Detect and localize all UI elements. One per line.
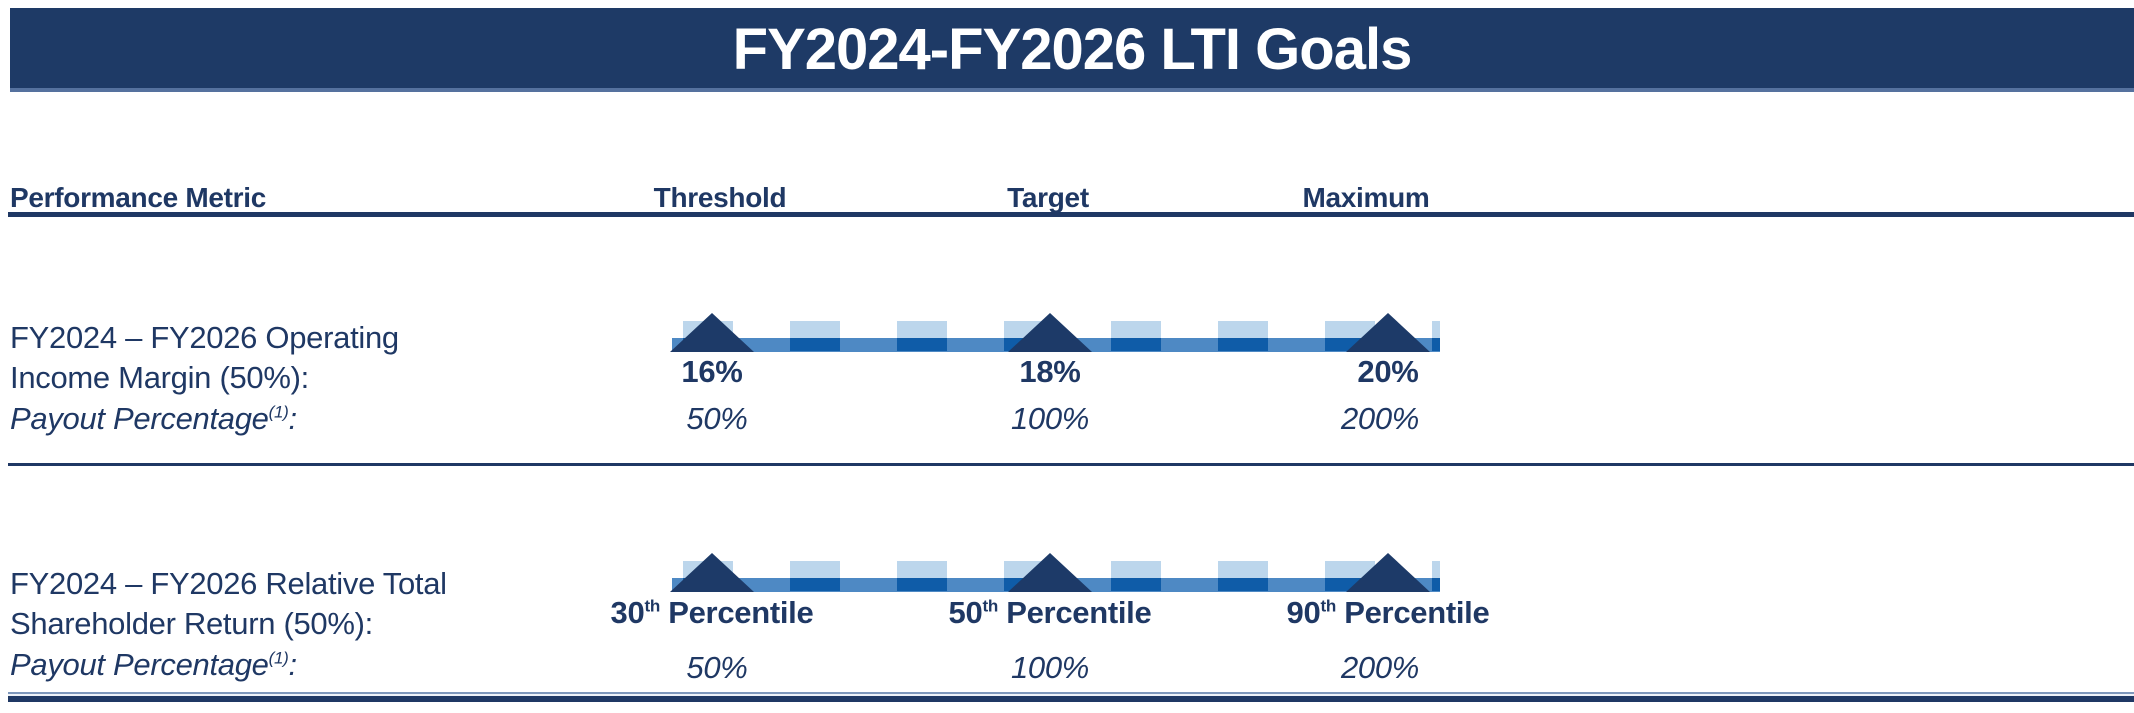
- page-title: FY2024-FY2026 LTI Goals: [732, 17, 1413, 82]
- row2-payout-label-text: Payout Percentage: [10, 647, 269, 682]
- column-header-maximum: Maximum: [1302, 182, 1430, 213]
- row1-payout-colon: :: [288, 401, 298, 436]
- scale-tick-icon: [1432, 321, 1440, 351]
- row1-payout-label-text: Payout Percentage: [10, 401, 269, 436]
- row1-payout-label: Payout Percentage(1):: [10, 401, 297, 437]
- row2-metric-line2: Shareholder Return (50%):: [10, 606, 373, 641]
- table-bottom-rule: [8, 692, 2134, 702]
- row2-target-value-sup: th: [982, 596, 998, 616]
- row1-threshold-value-text: 16%: [681, 354, 743, 389]
- row2-threshold-value-sup: th: [644, 596, 660, 616]
- row1-goal-scale-graphic: [660, 313, 1440, 352]
- row2-metric-line1: FY2024 – FY2026 Relative Total: [10, 566, 447, 601]
- row2-threshold-value-text: 30: [610, 595, 645, 630]
- scale-tick-icon: [1218, 561, 1268, 591]
- scale-tick-icon: [897, 561, 947, 591]
- row2-threshold-value-suffix: Percentile: [659, 595, 814, 630]
- row2-maximum-value-suffix: Percentile: [1335, 595, 1490, 630]
- scale-tick-icon: [1218, 321, 1268, 351]
- marker-triangle-icon: [1346, 553, 1430, 592]
- row2-payout-footnote-ref: (1): [268, 648, 289, 668]
- row2-maximum-value: 90th Percentile: [1287, 595, 1490, 631]
- marker-triangle-icon: [670, 553, 754, 592]
- row2-threshold-payout: 50%: [686, 650, 748, 685]
- row2-maximum-value-text: 90: [1286, 595, 1321, 630]
- scale-tick-icon: [897, 321, 947, 351]
- row2-maximum-payout: 200%: [1340, 650, 1420, 685]
- scale-tick-icon: [1111, 561, 1161, 591]
- row2-threshold-value: 30th Percentile: [611, 595, 814, 631]
- row1-metric-line1: FY2024 – FY2026 Operating: [10, 320, 399, 355]
- row1-threshold-payout: 50%: [686, 401, 748, 436]
- column-header-performance-metric: Performance Metric: [10, 182, 267, 213]
- row2-target-value-text: 50: [948, 595, 983, 630]
- scale-tick-icon: [790, 321, 840, 351]
- row-divider-rule: [8, 463, 2134, 466]
- row1-threshold-value: 16%: [681, 354, 742, 390]
- row2-goal-scale-graphic: [660, 553, 1440, 592]
- row1-maximum-value-text: 20%: [1357, 354, 1419, 389]
- row1-target-value-text: 18%: [1019, 354, 1081, 389]
- marker-triangle-icon: [1346, 313, 1430, 352]
- row1-metric-line2: Income Margin (50%):: [10, 360, 309, 395]
- header-rule: [8, 212, 2134, 217]
- row1-target-value: 18%: [1019, 354, 1080, 390]
- scale-tick-icon: [1111, 321, 1161, 351]
- scale-tick-icon: [790, 561, 840, 591]
- row2-payout-label: Payout Percentage(1):: [10, 647, 297, 683]
- row1-maximum-payout: 200%: [1340, 401, 1420, 436]
- marker-triangle-icon: [1008, 553, 1092, 592]
- row2-payout-colon: :: [288, 647, 298, 682]
- title-banner: FY2024-FY2026 LTI Goals: [10, 8, 2134, 92]
- row2-target-value-suffix: Percentile: [997, 595, 1152, 630]
- row1-target-payout: 100%: [1010, 401, 1090, 436]
- column-header-threshold: Threshold: [653, 182, 787, 213]
- marker-triangle-icon: [1008, 313, 1092, 352]
- row2-maximum-value-sup: th: [1320, 596, 1336, 616]
- column-header-target: Target: [1007, 182, 1089, 213]
- scale-tick-icon: [1432, 561, 1440, 591]
- marker-triangle-icon: [670, 313, 754, 352]
- row2-target-value: 50th Percentile: [949, 595, 1152, 631]
- row1-payout-footnote-ref: (1): [268, 402, 289, 422]
- row1-maximum-value: 20%: [1357, 354, 1418, 390]
- row2-target-payout: 100%: [1010, 650, 1090, 685]
